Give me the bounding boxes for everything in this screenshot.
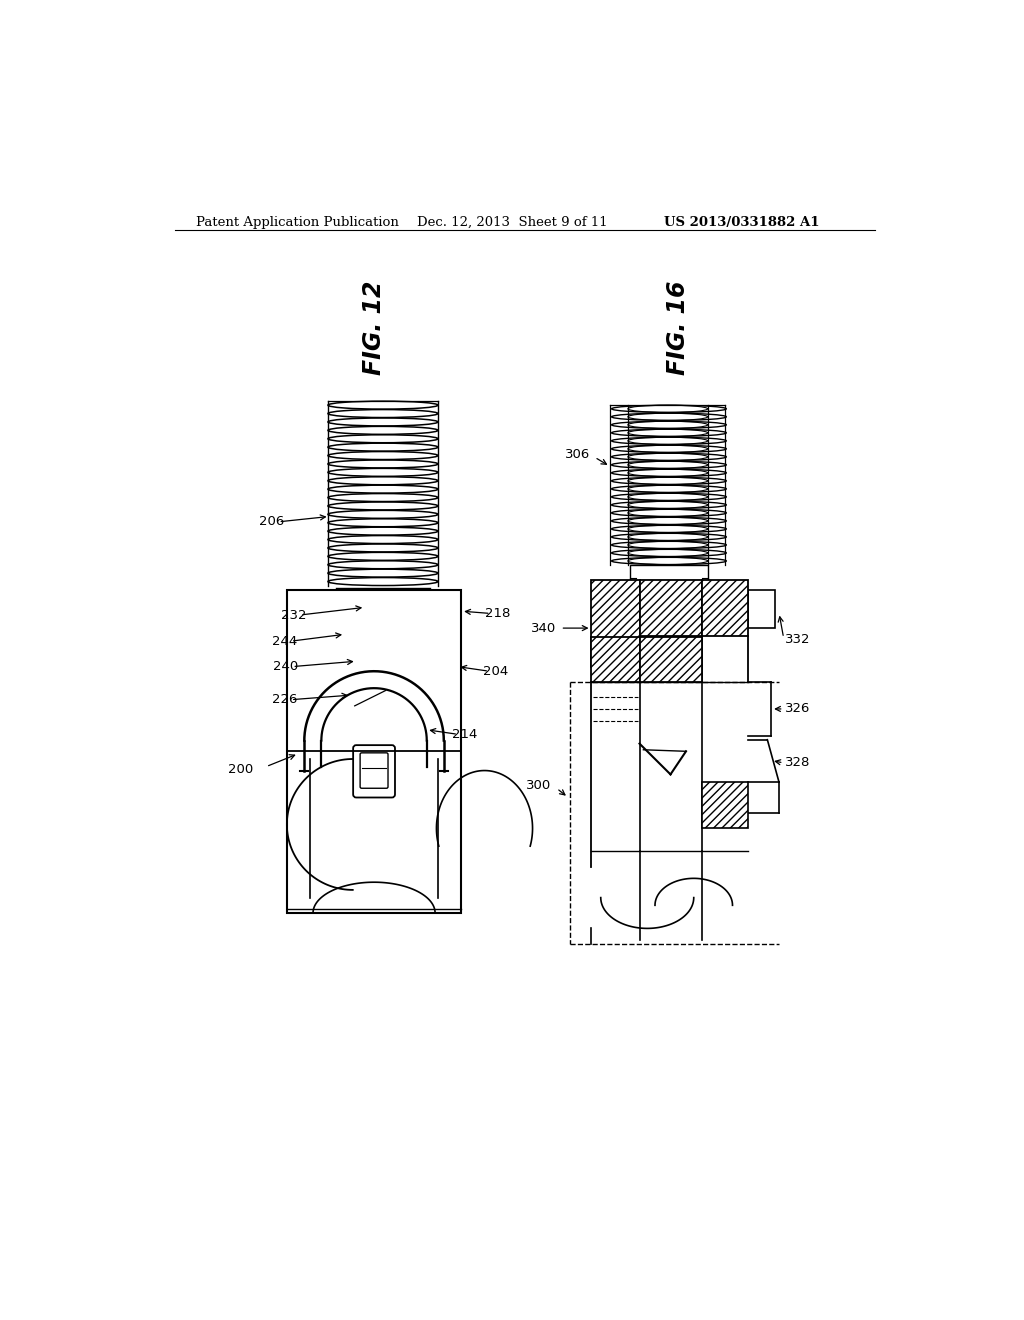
Text: 326: 326 bbox=[785, 702, 811, 715]
Text: 232: 232 bbox=[281, 609, 306, 622]
Text: US 2013/0331882 A1: US 2013/0331882 A1 bbox=[665, 216, 820, 230]
Text: Dec. 12, 2013  Sheet 9 of 11: Dec. 12, 2013 Sheet 9 of 11 bbox=[417, 216, 607, 230]
Text: FIG. 12: FIG. 12 bbox=[362, 281, 386, 375]
Text: FIG. 16: FIG. 16 bbox=[667, 281, 690, 375]
Text: Patent Application Publication: Patent Application Publication bbox=[197, 216, 399, 230]
Text: 206: 206 bbox=[259, 515, 285, 528]
Text: 240: 240 bbox=[273, 660, 299, 673]
Text: 244: 244 bbox=[271, 635, 297, 648]
Bar bbox=[640, 579, 701, 636]
Text: 226: 226 bbox=[271, 693, 297, 706]
Bar bbox=[701, 579, 748, 636]
Text: 306: 306 bbox=[565, 449, 591, 462]
Bar bbox=[592, 638, 640, 682]
Bar bbox=[748, 590, 775, 628]
Text: 340: 340 bbox=[531, 622, 557, 635]
Bar bbox=[592, 579, 640, 667]
Text: 332: 332 bbox=[785, 634, 811, 647]
Text: 300: 300 bbox=[526, 779, 551, 792]
Bar bbox=[630, 565, 708, 579]
Bar bbox=[287, 590, 461, 913]
Bar bbox=[701, 781, 748, 829]
Text: 218: 218 bbox=[484, 607, 510, 620]
Bar bbox=[640, 638, 701, 682]
Text: 214: 214 bbox=[452, 727, 477, 741]
Text: 328: 328 bbox=[785, 756, 811, 770]
Text: 200: 200 bbox=[228, 763, 254, 776]
Text: 204: 204 bbox=[483, 665, 508, 677]
